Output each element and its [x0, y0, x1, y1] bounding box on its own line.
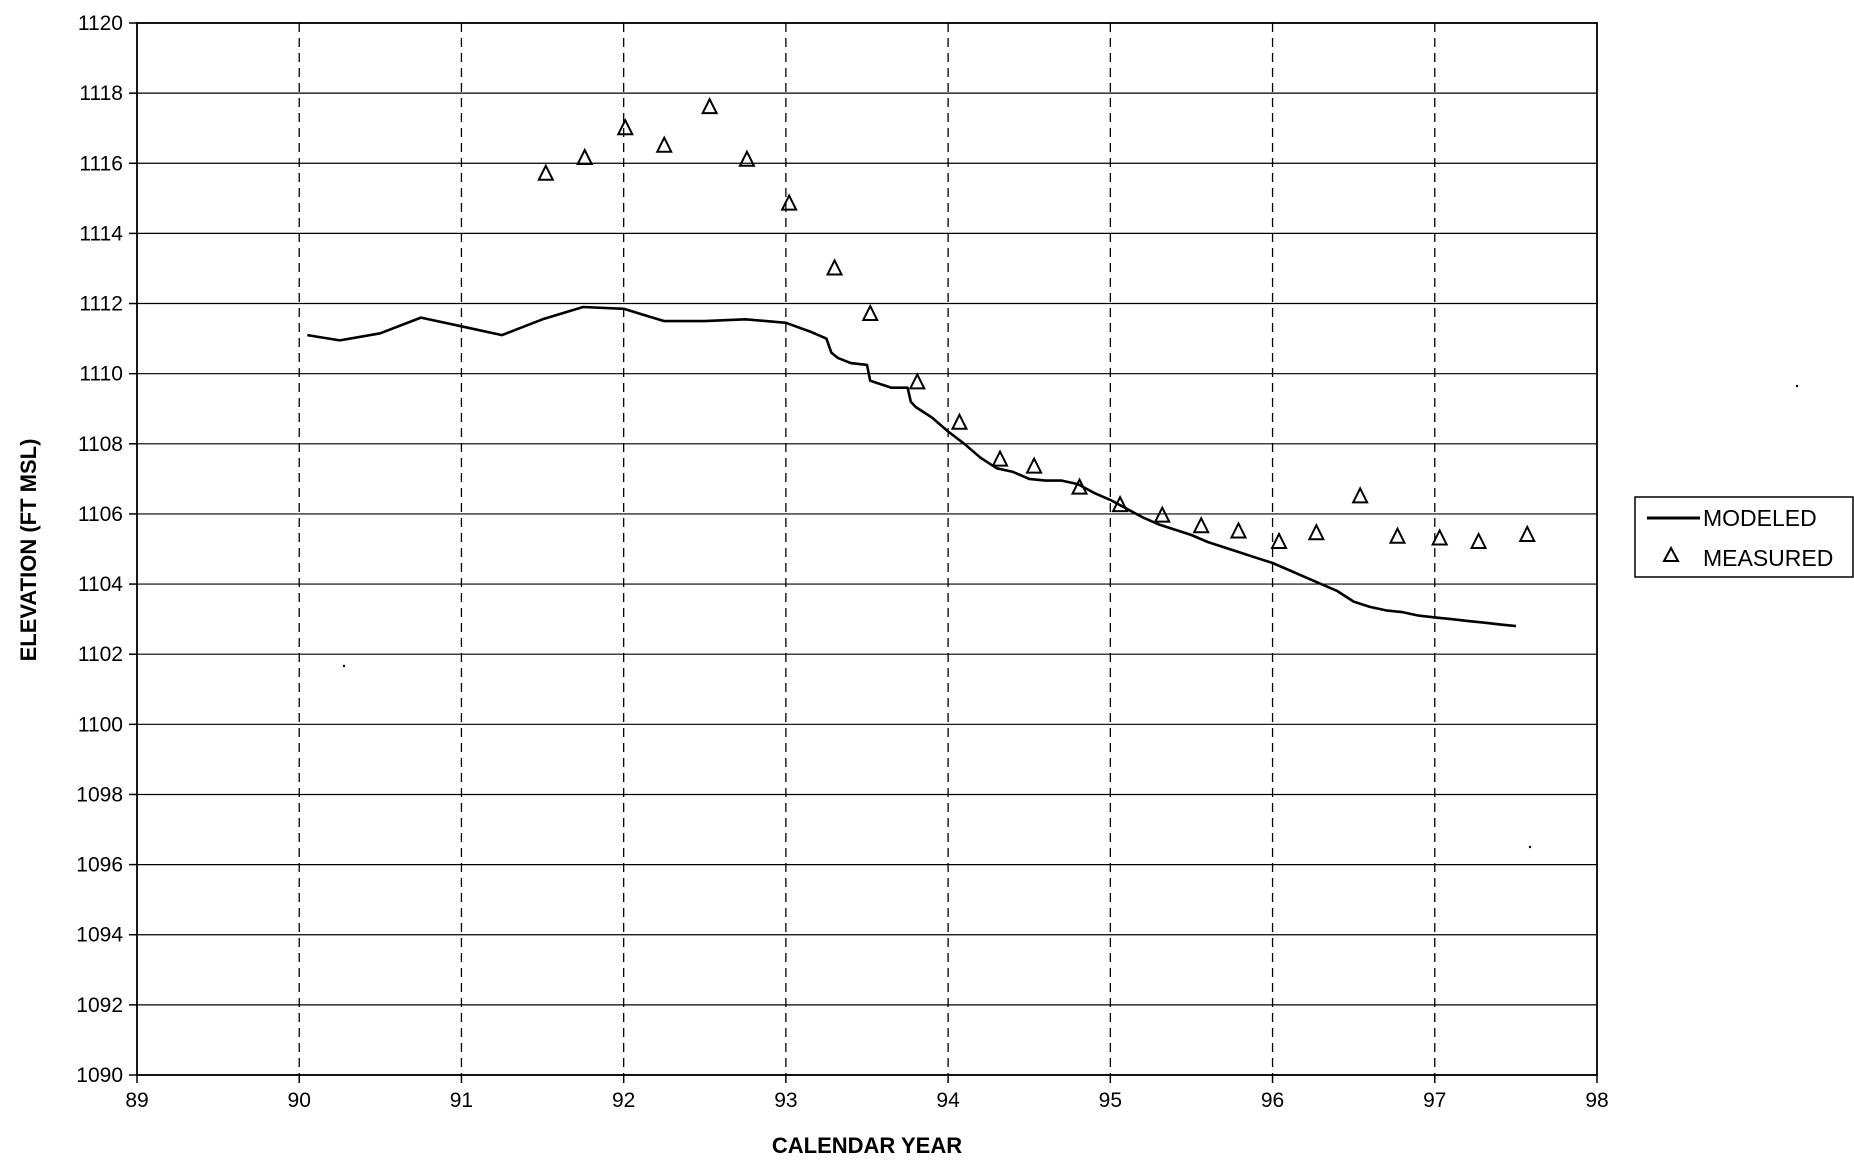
series-layer	[307, 96, 1536, 628]
measured-point	[738, 149, 756, 167]
measured-point	[1270, 531, 1288, 549]
stray-dot	[342, 664, 346, 668]
measured-point	[1229, 521, 1248, 539]
axes	[129, 22, 1598, 1083]
measured-point	[991, 449, 1009, 467]
measured-point	[1307, 522, 1325, 541]
measured-point	[701, 96, 719, 115]
x-tick-label: 97	[1423, 1089, 1446, 1112]
y-tick-label: 1112	[79, 293, 123, 316]
stray-dot	[1795, 384, 1799, 388]
measured-point	[655, 135, 673, 153]
legend: MODELED MEASURED	[1634, 496, 1854, 578]
tick-labels: 1090 1092 1094 1096 1098 1100 1102 1104 1106 1108…	[76, 12, 1608, 1112]
legend-measured-label: MEASURED	[1703, 545, 1833, 571]
y-tick-label: 1090	[76, 1064, 123, 1087]
x-tick-label: 95	[1099, 1089, 1122, 1112]
measured-point	[537, 163, 555, 181]
legend-modeled-label: MODELED	[1703, 505, 1817, 531]
x-tick-label: 93	[774, 1089, 797, 1112]
legend-measured-marker	[1662, 545, 1680, 562]
measured-point	[825, 258, 844, 276]
legend-box	[1634, 496, 1854, 578]
y-tick-label: 1118	[79, 82, 123, 105]
x-tick-label: 90	[288, 1089, 311, 1112]
x-tick-label: 92	[612, 1089, 635, 1112]
y-tick-label: 1092	[76, 994, 123, 1017]
y-tick-label: 1120	[78, 12, 123, 35]
plot-border	[136, 22, 1598, 1076]
measured-point	[1025, 456, 1043, 474]
measured-point	[1153, 505, 1171, 523]
y-tick-label: 1104	[78, 573, 123, 596]
y-tick-label: 1108	[78, 433, 123, 456]
measured-point	[950, 412, 969, 430]
modeled-line	[307, 305, 1517, 628]
measured-point	[861, 303, 879, 322]
y-axis-title: ELEVATION (FT MSL)	[16, 439, 41, 662]
measured-point	[1192, 515, 1210, 534]
y-tick-label: 1098	[76, 783, 123, 806]
x-tick-label: 96	[1261, 1089, 1284, 1112]
y-tick-label: 1116	[79, 152, 123, 175]
measured-point	[1351, 486, 1369, 504]
measured-point	[616, 117, 634, 136]
measured-point	[780, 193, 798, 211]
measured-point	[1469, 531, 1488, 549]
stray-dot	[1528, 845, 1532, 849]
y-tick-label: 1096	[76, 854, 123, 877]
x-tick-label: 91	[450, 1089, 473, 1112]
y-tick-label: 1110	[79, 363, 123, 386]
x-axis-title: CALENDAR YEAR	[772, 1133, 962, 1158]
measured-point	[1388, 526, 1407, 544]
measured-point	[1070, 477, 1089, 495]
grid	[137, 22, 1597, 1076]
y-tick-label: 1100	[78, 713, 123, 736]
stray-marks	[342, 384, 1799, 849]
measured-point	[1431, 528, 1449, 546]
measured-point	[1518, 524, 1536, 542]
x-tick-label: 94	[936, 1089, 960, 1112]
y-tick-label: 1102	[78, 643, 123, 666]
x-tick-label: 98	[1585, 1089, 1608, 1112]
measured-point	[576, 147, 594, 166]
y-tick-label: 1106	[78, 503, 123, 526]
y-tick-label: 1114	[79, 222, 123, 245]
measured-point	[1111, 494, 1129, 513]
y-tick-label: 1094	[76, 924, 123, 947]
measured-point	[908, 372, 926, 390]
x-tick-label: 89	[125, 1089, 148, 1112]
